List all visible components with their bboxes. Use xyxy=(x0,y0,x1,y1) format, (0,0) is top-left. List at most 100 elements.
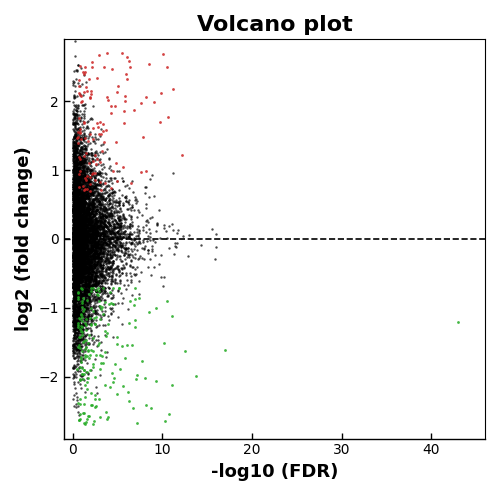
Point xyxy=(96,250,104,258)
Point xyxy=(79,182,87,190)
Point xyxy=(70,250,78,258)
Point xyxy=(76,193,84,201)
Point xyxy=(84,248,92,255)
Point xyxy=(70,152,78,160)
Point xyxy=(103,240,111,248)
Point xyxy=(70,333,78,341)
Point xyxy=(72,252,80,260)
Point xyxy=(72,250,80,258)
Point xyxy=(71,163,79,171)
Point xyxy=(78,251,86,259)
Point xyxy=(108,277,116,285)
Point xyxy=(72,224,80,232)
Point xyxy=(80,223,88,231)
Point xyxy=(80,292,88,300)
Point xyxy=(74,343,82,351)
Point xyxy=(80,212,88,220)
Point xyxy=(88,224,96,232)
Point xyxy=(69,198,77,206)
Point xyxy=(116,264,124,272)
Point xyxy=(78,195,86,203)
Point xyxy=(69,233,77,241)
Point xyxy=(86,218,94,226)
Point xyxy=(70,271,78,279)
Point xyxy=(82,172,90,180)
Point xyxy=(83,122,91,129)
Point xyxy=(82,186,90,194)
Point xyxy=(70,246,78,253)
Point xyxy=(75,111,83,119)
Point xyxy=(80,376,88,384)
Point xyxy=(70,243,78,250)
Point xyxy=(75,306,83,313)
Point xyxy=(98,284,106,292)
Point xyxy=(72,191,80,199)
Point xyxy=(73,200,81,208)
Point xyxy=(85,278,93,286)
Point xyxy=(76,181,84,189)
Point xyxy=(86,227,94,235)
Point xyxy=(76,343,84,351)
Point xyxy=(98,204,106,212)
Point xyxy=(80,234,88,242)
Point xyxy=(76,285,84,293)
Point xyxy=(80,299,88,307)
Point xyxy=(94,294,102,302)
Point xyxy=(70,220,78,228)
Point xyxy=(103,329,111,337)
Point xyxy=(72,145,80,153)
Point xyxy=(71,130,79,138)
Point xyxy=(72,193,80,201)
Point xyxy=(84,282,92,290)
Point xyxy=(72,292,80,300)
Point xyxy=(73,323,81,331)
Point xyxy=(83,248,91,255)
Point xyxy=(116,212,124,220)
Point xyxy=(72,393,80,401)
Point xyxy=(78,143,86,151)
Point xyxy=(70,236,78,244)
Point xyxy=(84,259,92,267)
Point xyxy=(87,230,95,238)
Point xyxy=(70,253,78,261)
Point xyxy=(142,401,150,409)
Point xyxy=(70,296,78,304)
Point xyxy=(78,267,86,275)
Point xyxy=(72,155,80,163)
Point xyxy=(100,217,108,225)
Point xyxy=(122,234,130,242)
Point xyxy=(100,227,108,235)
Point xyxy=(78,262,86,270)
Point xyxy=(78,294,86,302)
Point xyxy=(80,271,88,279)
Point xyxy=(70,246,78,254)
Point xyxy=(74,320,82,328)
Point xyxy=(94,230,102,238)
Point xyxy=(75,129,83,137)
Point xyxy=(84,192,92,200)
Point xyxy=(114,227,122,235)
Point xyxy=(94,341,102,349)
Point xyxy=(118,265,126,273)
Point xyxy=(74,277,82,285)
Point xyxy=(72,157,80,165)
Point xyxy=(76,189,84,197)
Point xyxy=(78,324,86,332)
Point xyxy=(79,243,87,250)
Point xyxy=(69,265,77,273)
Point xyxy=(94,188,102,196)
Point xyxy=(70,200,78,208)
Point xyxy=(108,307,116,315)
Point xyxy=(101,216,109,224)
Point xyxy=(72,159,80,167)
Point xyxy=(72,285,80,293)
Point xyxy=(86,159,94,167)
Point xyxy=(100,192,108,200)
Point xyxy=(82,157,90,165)
Point xyxy=(93,181,101,189)
Point xyxy=(74,206,82,214)
Point xyxy=(106,289,114,297)
Point xyxy=(72,275,80,283)
Point xyxy=(78,265,86,273)
Point xyxy=(94,151,102,159)
